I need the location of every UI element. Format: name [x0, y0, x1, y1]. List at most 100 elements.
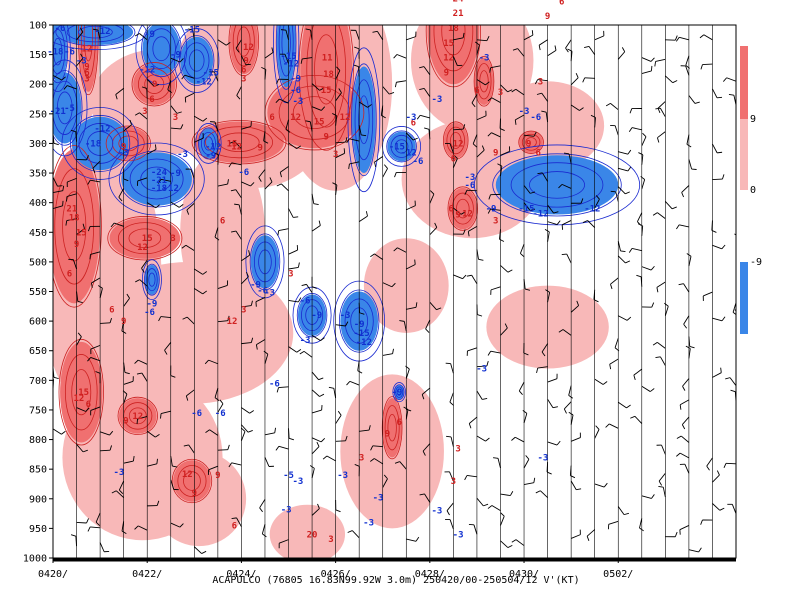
- chart-title: ACAPULCO (76805 16.83N99.92W 3.0m) 25042…: [212, 575, 580, 586]
- wind-barb-flag: [722, 174, 725, 180]
- wind-barb-flag: [576, 300, 580, 306]
- wind-barb: [95, 512, 101, 523]
- wind-barb-flag: [383, 474, 388, 480]
- wind-barb-flag: [40, 222, 43, 226]
- wind-barb-flag: [63, 85, 68, 90]
- negative-contour: [135, 25, 188, 86]
- y-tick-label: 250: [29, 109, 47, 120]
- wind-barb: [351, 530, 360, 539]
- wind-barb-flag: [320, 337, 325, 342]
- negative-contour-label: -6: [257, 286, 268, 296]
- wind-barb: [309, 121, 313, 132]
- negative-contour-label: -9: [486, 205, 497, 215]
- wind-barb-flag: [530, 191, 536, 194]
- wind-barb: [141, 259, 148, 269]
- wind-barb-flag: [568, 394, 574, 399]
- negative-contour: [53, 25, 71, 93]
- wind-barb-flag: [552, 406, 558, 409]
- wind-barb: [615, 191, 619, 202]
- negative-contour-label: -6: [215, 409, 226, 419]
- positive-contour: [518, 130, 544, 154]
- negative-contour-label: -6: [290, 86, 301, 96]
- y-tick-label: 450: [29, 228, 47, 239]
- wind-barb-flag: [415, 536, 420, 542]
- wind-barb: [259, 499, 266, 509]
- wind-barb: [194, 137, 204, 143]
- wind-barb: [547, 221, 558, 225]
- wind-barb-flag: [229, 140, 235, 144]
- negative-contour: [53, 25, 147, 51]
- negative-contour: [393, 384, 405, 401]
- negative-contour: [56, 91, 73, 125]
- wind-barb: [311, 225, 321, 232]
- positive-contour-label: 6: [559, 0, 564, 7]
- wind-barb: [490, 208, 501, 211]
- wind-barb: [610, 103, 619, 111]
- wind-barb: [355, 30, 360, 40]
- wind-barb: [99, 542, 105, 552]
- wind-barb: [185, 244, 195, 252]
- strong-negative-region: [495, 155, 619, 215]
- wind-barb: [588, 46, 596, 55]
- wind-barb-flag: [368, 425, 371, 431]
- wind-barb-flag: [180, 124, 184, 130]
- wind-barb-flag: [531, 30, 534, 36]
- positive-contour: [137, 68, 171, 101]
- negative-contour: [275, 25, 297, 90]
- wind-barb: [214, 121, 219, 132]
- wind-barb-flag: [392, 348, 394, 354]
- wind-barb: [565, 39, 572, 49]
- wind-barb: [421, 387, 431, 395]
- positive-contour: [53, 145, 102, 308]
- wind-barb: [655, 58, 666, 62]
- wind-barb: [123, 362, 126, 373]
- wind-barb-flag: [545, 289, 550, 293]
- wind-barb-flag: [489, 67, 492, 73]
- positive-contour-label: 6: [149, 95, 154, 105]
- wind-barb-flag: [419, 66, 425, 69]
- positive-contour: [387, 413, 397, 442]
- wind-barb-flag: [419, 493, 425, 496]
- wind-barb: [67, 177, 77, 183]
- y-tick-label: 600: [29, 317, 47, 328]
- wind-barb: [90, 344, 101, 350]
- wind-barb: [335, 414, 342, 424]
- negative-contour-label: -15: [518, 205, 534, 215]
- wind-barb-flag: [507, 544, 513, 549]
- wind-barb: [450, 436, 454, 447]
- y-tick-label: 800: [29, 435, 47, 446]
- wind-barb: [53, 281, 54, 283]
- wind-barb-flag: [311, 286, 317, 289]
- wind-barb: [118, 480, 125, 491]
- wind-barb: [594, 378, 604, 385]
- wind-barb-flag: [335, 509, 341, 513]
- wind-barb: [190, 168, 195, 179]
- wind-barb-flag: [719, 507, 725, 511]
- wind-barb-flag: [182, 316, 188, 320]
- wind-barb-flag: [556, 440, 561, 446]
- wind-barb: [53, 465, 54, 467]
- wind-barb: [186, 202, 195, 211]
- positive-contour-label: 9: [444, 68, 449, 78]
- positive-contour-label: 6: [451, 154, 456, 164]
- y-tick-label: 200: [29, 80, 47, 91]
- positive-contour: [381, 396, 403, 460]
- wind-barb: [546, 462, 549, 473]
- wind-barb-flag: [652, 212, 658, 216]
- positive-contour-label: 3: [359, 453, 364, 463]
- wind-barb: [476, 435, 486, 442]
- wind-barb-flag: [156, 500, 160, 506]
- wind-barb: [587, 220, 596, 228]
- wind-barb: [326, 455, 336, 462]
- wind-barb-flag: [77, 300, 83, 304]
- positive-contour: [446, 126, 465, 155]
- wind-barb-flag: [486, 35, 490, 41]
- wind-barb: [167, 79, 172, 90]
- wind-barb-flag: [610, 190, 616, 193]
- wind-barb: [405, 409, 409, 420]
- wind-barb-flag: [250, 300, 253, 306]
- wind-barb: [515, 88, 525, 96]
- negative-contour-label: -15: [280, 52, 296, 62]
- wind-barb-flag: [353, 64, 359, 67]
- wind-barb-flag: [86, 518, 89, 524]
